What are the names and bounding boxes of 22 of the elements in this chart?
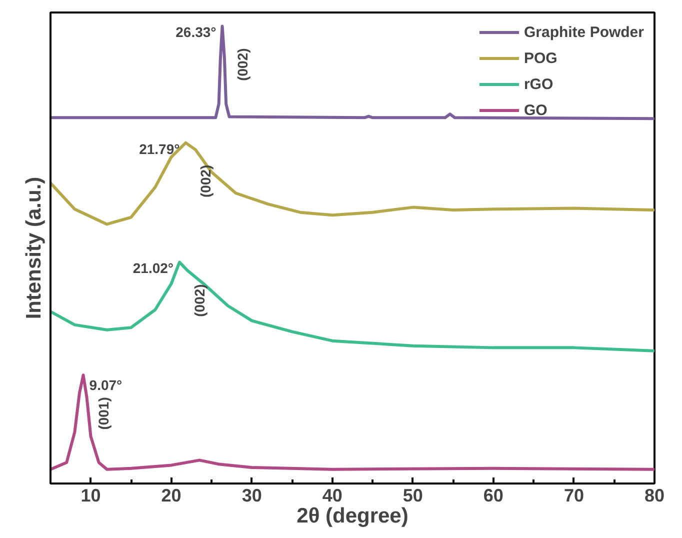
x-tick-label: 50 — [402, 486, 423, 506]
x-tick-label: 70 — [564, 486, 584, 506]
x-tick-label: 40 — [322, 486, 342, 506]
annotation: 26.33° — [176, 24, 216, 40]
x-tick-label: 20 — [161, 486, 182, 506]
legend-label: Graphite Powder — [524, 24, 644, 40]
x-tick-label: 60 — [483, 486, 504, 506]
x-tick-label: 10 — [80, 486, 101, 506]
legend-label: GO — [524, 102, 548, 118]
annotation: (002) — [234, 48, 250, 81]
annotation: 21.02° — [132, 260, 174, 276]
x-tick-label: 80 — [644, 486, 665, 506]
legend-label: POG — [524, 50, 558, 66]
annotation: (001) — [95, 397, 112, 430]
annotation: (002) — [192, 284, 208, 317]
annotation: 21.79° — [139, 140, 180, 157]
x-tick-label: 30 — [242, 486, 262, 506]
x-axis-title: 2θ (degree) — [296, 504, 408, 528]
annotation: (002) — [198, 164, 214, 198]
annotation: 9.07° — [89, 377, 122, 394]
legend-label: rGO — [524, 76, 554, 92]
y-axis-title: Intensity (a.u.) — [22, 176, 46, 320]
